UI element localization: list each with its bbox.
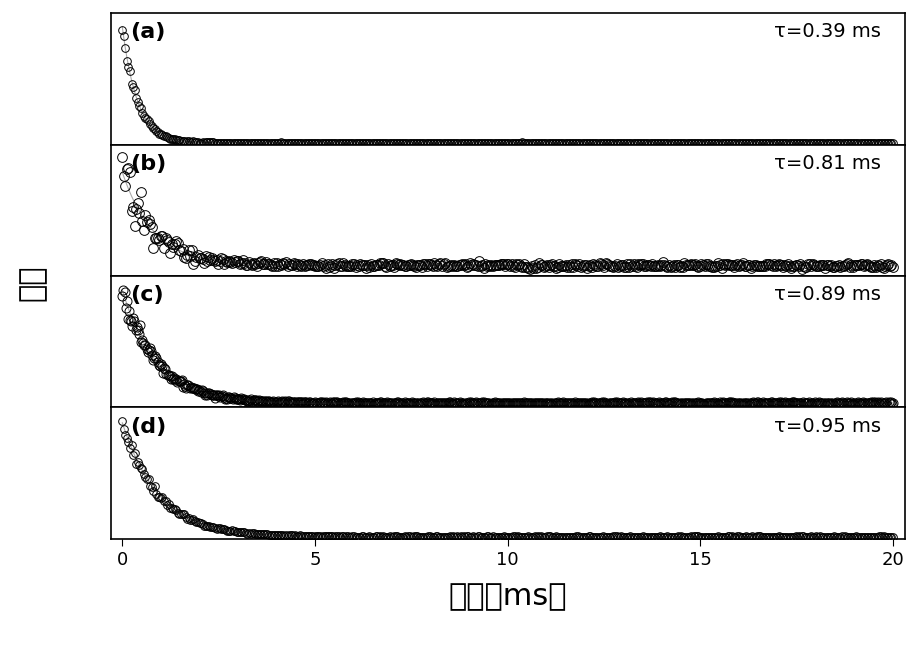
Text: τ=0.39 ms: τ=0.39 ms [773, 22, 881, 41]
Text: (a): (a) [131, 22, 166, 42]
Text: 强度: 强度 [18, 264, 47, 301]
X-axis label: 时间（ms）: 时间（ms） [449, 583, 567, 612]
Text: τ=0.81 ms: τ=0.81 ms [773, 154, 881, 173]
Text: τ=0.95 ms: τ=0.95 ms [773, 417, 881, 436]
Text: (d): (d) [131, 417, 167, 436]
Text: τ=0.89 ms: τ=0.89 ms [773, 285, 881, 304]
Text: (c): (c) [131, 285, 164, 305]
Text: (b): (b) [131, 154, 167, 173]
